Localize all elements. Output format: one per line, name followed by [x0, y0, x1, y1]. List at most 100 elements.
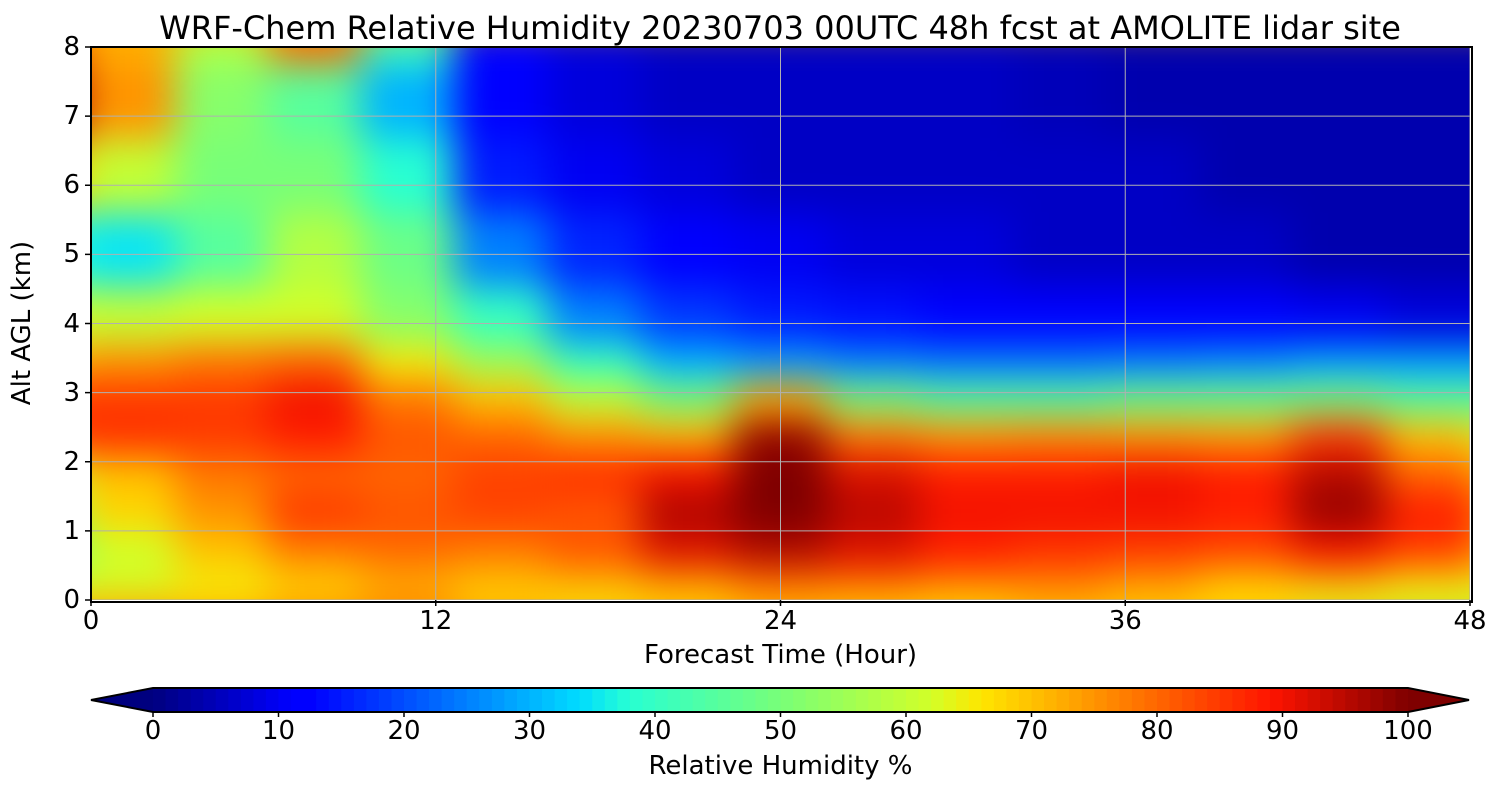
colorbar-tick-label: 70: [1014, 716, 1049, 746]
colorbar-band: [1207, 688, 1221, 712]
colorbar-band: [981, 688, 995, 712]
colorbar-band: [805, 688, 819, 712]
colorbar-band: [391, 688, 405, 712]
colorbar-band: [931, 688, 945, 712]
colorbar-band: [1295, 688, 1309, 712]
y-tick-label: 6: [63, 170, 80, 201]
y-tick-label: 5: [63, 239, 80, 270]
colorbar-band: [592, 688, 606, 712]
colorbar-band: [893, 688, 907, 712]
colorbar-band: [1169, 688, 1183, 712]
colorbar-band: [1018, 688, 1033, 712]
colorbar-band: [567, 688, 581, 712]
colorbar-extend-min: [91, 688, 153, 712]
colorbar-band: [466, 688, 480, 712]
colorbar-band: [880, 688, 895, 712]
grid-lines: [91, 47, 1470, 600]
colorbar-band: [843, 688, 857, 712]
colorbar-band: [968, 688, 982, 712]
colorbar-tick-label: 80: [1140, 716, 1174, 746]
colorbar-band: [742, 688, 756, 712]
colorbar-band: [378, 688, 393, 712]
colorbar-band: [479, 688, 493, 712]
y-tick-label: 4: [63, 308, 80, 339]
colorbar-tick-label: 10: [261, 716, 296, 746]
colorbar-band: [1144, 688, 1158, 712]
colorbar-band: [993, 688, 1007, 712]
colorbar-band: [717, 688, 731, 712]
colorbar-band: [604, 688, 618, 712]
colorbar-band: [767, 688, 782, 712]
colorbar-band: [253, 688, 267, 712]
y-tick-label: 7: [63, 101, 80, 132]
colorbar-tick-label: 20: [387, 716, 421, 746]
colorbar-band: [1382, 688, 1397, 712]
colorbar-outline: [90, 687, 1470, 713]
colorbar-band: [178, 688, 192, 712]
colorbar-tick-label: 30: [512, 716, 547, 746]
colorbar-band: [404, 688, 418, 712]
colorbar-band: [1257, 688, 1271, 712]
colorbar-band: [291, 688, 305, 712]
colorbar-band: [1069, 688, 1083, 712]
colorbar-band: [793, 688, 807, 712]
y-tick-label: 0: [63, 585, 80, 615]
colorbar-band: [554, 688, 568, 712]
colorbar-band: [203, 688, 217, 712]
colorbar-band: [341, 688, 355, 712]
colorbar-band: [855, 688, 869, 712]
colorbar-band: [303, 688, 317, 712]
colorbar-band: [353, 688, 367, 712]
colorbar-band: [956, 688, 970, 712]
colorbar-tick-label: 60: [889, 716, 923, 746]
colorbar-band: [165, 688, 179, 712]
colorbar-band: [1157, 688, 1171, 712]
x-tick-label: 48: [1453, 606, 1487, 636]
colorbar-band: [1056, 688, 1070, 712]
colorbar-band: [1307, 688, 1321, 712]
colorbar-band: [705, 688, 719, 712]
colorbar-tick-label: 100: [1383, 716, 1433, 746]
colorbar-band: [868, 688, 882, 712]
colorbar-band: [629, 688, 644, 712]
colorbar-band: [441, 688, 455, 712]
colorbar-band: [529, 688, 543, 712]
x-tick-label: 24: [763, 606, 798, 636]
y-tick-label: 1: [63, 515, 80, 546]
colorbar-band: [1131, 688, 1146, 712]
y-axis-label-text: Alt AGL (km): [7, 240, 37, 406]
colorbar-band: [1332, 688, 1346, 712]
colorbar-band: [491, 688, 505, 712]
chart-title: WRF-Chem Relative Humidity 20230703 00UT…: [159, 9, 1401, 47]
colorbar-band: [215, 688, 229, 712]
colorbar-band: [1031, 688, 1045, 712]
colorbar-band: [818, 688, 832, 712]
colorbar-band: [943, 688, 957, 712]
y-tick-label: 2: [63, 446, 80, 477]
colorbar-band: [1345, 688, 1359, 712]
colorbar-band: [190, 688, 204, 712]
colorbar-band: [1269, 688, 1284, 712]
colorbar-band: [1357, 688, 1371, 712]
colorbar-band: [454, 688, 468, 712]
colorbar-band: [366, 688, 380, 712]
colorbar-tick-label: 40: [638, 716, 672, 746]
colorbar-band: [504, 688, 518, 712]
colorbar-band: [642, 688, 656, 712]
colorbar-band: [1370, 688, 1384, 712]
colorbar-band: [429, 688, 443, 712]
colorbar-band: [918, 688, 932, 712]
colorbar-label: Relative Humidity %: [648, 751, 913, 781]
colorbar-band: [416, 688, 430, 712]
colorbar-band: [542, 688, 556, 712]
colorbar-band: [906, 688, 920, 712]
colorbar-band: [1006, 688, 1020, 712]
y-tick-label: 3: [63, 377, 80, 408]
colorbar-band: [1044, 688, 1058, 712]
colorbar-band: [1182, 688, 1196, 712]
colorbar-band: [153, 688, 167, 712]
colorbar-band: [328, 688, 342, 712]
colorbar-band: [278, 688, 292, 712]
colorbar-band: [1081, 688, 1095, 712]
x-tick-label: 12: [419, 606, 453, 636]
